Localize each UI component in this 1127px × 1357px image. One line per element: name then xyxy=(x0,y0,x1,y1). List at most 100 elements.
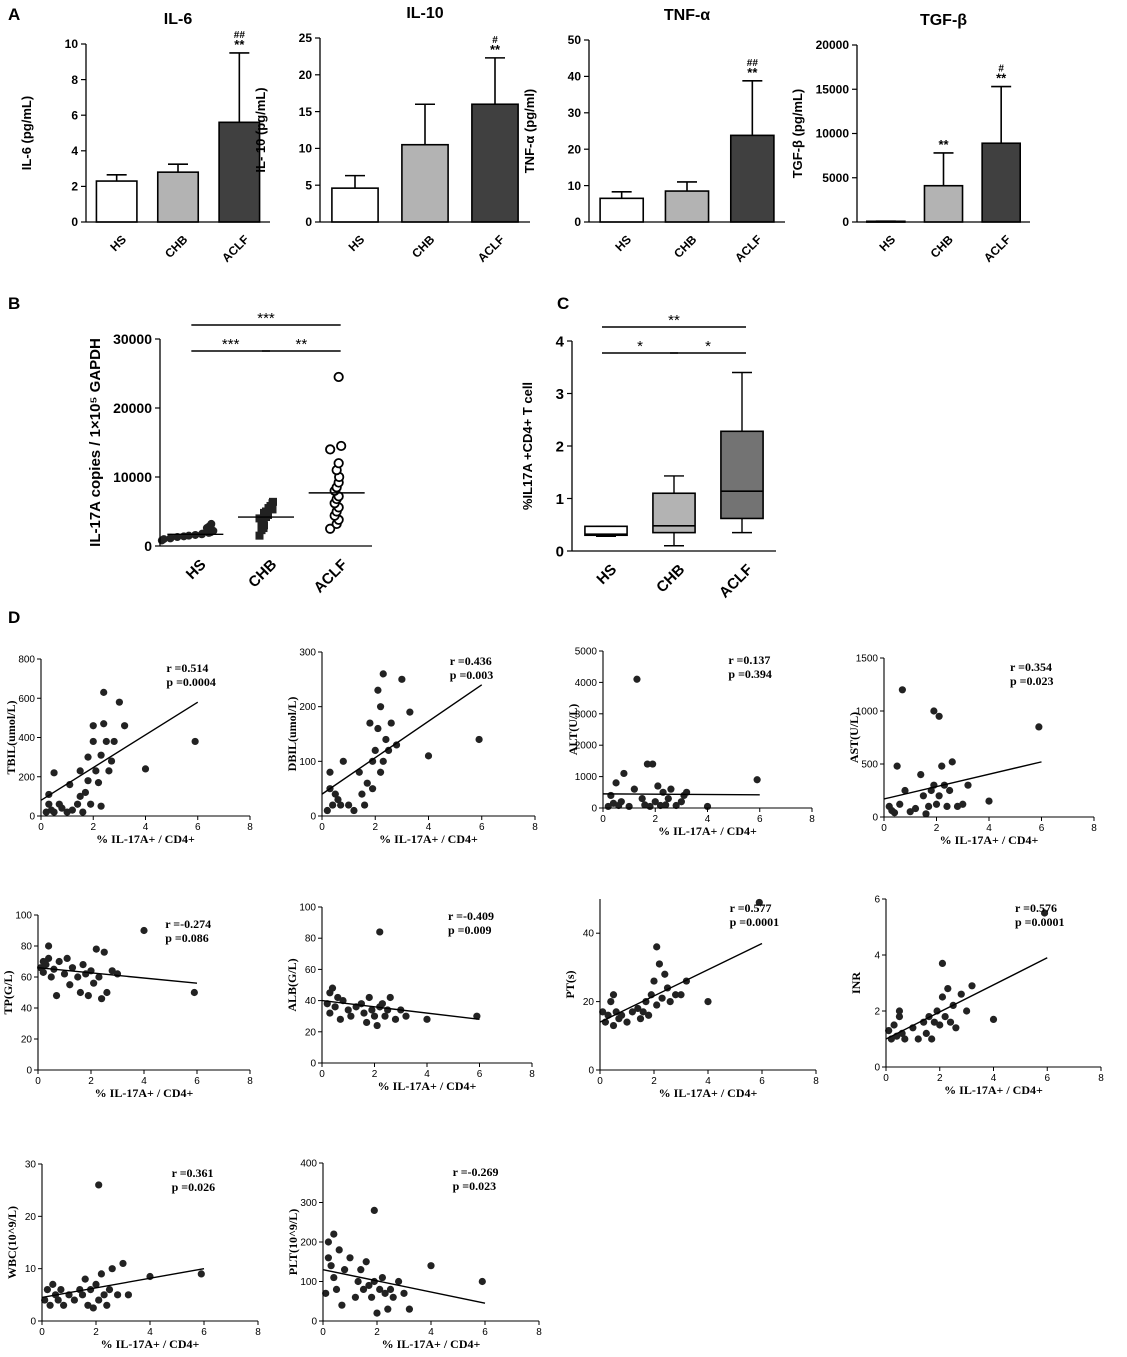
data-point xyxy=(366,719,374,727)
r-value: r =0.436 xyxy=(450,654,492,668)
y-tick-label: 1500 xyxy=(856,654,879,665)
y-axis-label: %IL17A +CD4+ T cell xyxy=(520,382,535,510)
y-tick-label: 500 xyxy=(861,760,878,771)
data-point xyxy=(330,1230,338,1238)
data-point xyxy=(326,1009,334,1017)
x-axis-label: % IL-17A+ / CD4+ xyxy=(944,1083,1043,1097)
data-point xyxy=(119,1259,127,1268)
data-point xyxy=(906,808,914,816)
x-tick-label: ACLF xyxy=(716,561,756,601)
data-point xyxy=(957,990,965,998)
y-tick-label: 800 xyxy=(18,655,35,666)
y-tick-label: 1 xyxy=(556,491,564,508)
data-point xyxy=(662,801,670,809)
data-point xyxy=(140,926,148,935)
data-point xyxy=(368,785,377,793)
x-axis-label: % IL-17A+ / CD4+ xyxy=(96,832,195,846)
data-point xyxy=(323,806,331,815)
data-point xyxy=(324,1254,332,1262)
y-tick-label: 0 xyxy=(842,215,849,229)
y-tick-label: 300 xyxy=(300,1198,317,1209)
data-point xyxy=(63,954,71,963)
p-value: p =0.023 xyxy=(1010,674,1054,688)
x-axis-label: % IL-17A+ / CD4+ xyxy=(659,1086,758,1100)
data-point xyxy=(653,943,661,951)
data-point xyxy=(609,1021,618,1030)
data-point xyxy=(643,760,652,768)
y-tick-label: 40 xyxy=(568,70,582,84)
significance-mark: * xyxy=(637,338,643,355)
data-point xyxy=(943,802,951,811)
y-tick-label: 10 xyxy=(65,37,79,51)
x-tick-label: CHB xyxy=(245,556,280,591)
data-point xyxy=(896,800,904,808)
data-point xyxy=(190,988,198,997)
x-tick-label: ACLF xyxy=(732,232,765,265)
data-point xyxy=(110,737,118,746)
y-tick-label: 5000 xyxy=(575,647,598,658)
data-point xyxy=(893,762,901,770)
data-point xyxy=(373,1021,381,1030)
x-tick-label: 6 xyxy=(479,822,485,833)
x-tick-label: ACLF xyxy=(219,232,252,265)
y-tick-label: 30000 xyxy=(113,331,152,347)
data-point xyxy=(654,782,662,790)
data-point xyxy=(381,1289,389,1297)
data-point xyxy=(922,1029,930,1037)
data-point xyxy=(45,800,53,808)
r-value: r =-0.409 xyxy=(448,909,494,923)
x-tick-label: 0 xyxy=(39,1327,45,1338)
y-tick-label: 20 xyxy=(305,1027,317,1038)
y-tick-label: 60 xyxy=(305,965,317,976)
x-tick-label: HS xyxy=(346,232,368,254)
x-tick-label: 4 xyxy=(426,822,432,833)
data-point xyxy=(115,698,123,706)
regression-line xyxy=(37,967,198,984)
data-point xyxy=(424,752,433,760)
data-point xyxy=(374,686,382,694)
data-point xyxy=(672,801,680,810)
data-point xyxy=(70,1296,78,1304)
data-point xyxy=(387,719,395,727)
data-point xyxy=(638,794,646,803)
bar-chb xyxy=(923,184,964,223)
p-value: p =0.026 xyxy=(172,1180,216,1194)
x-tick-label: 6 xyxy=(759,1076,765,1087)
x-tick-label: 2 xyxy=(90,822,96,833)
data-point xyxy=(901,1035,909,1043)
y-tick-label: 600 xyxy=(18,694,35,705)
data-point xyxy=(371,746,379,755)
data-point xyxy=(677,798,685,806)
data-point xyxy=(114,1291,122,1299)
data-point xyxy=(667,785,675,793)
data-point xyxy=(653,1001,661,1009)
data-point xyxy=(345,801,353,809)
significance-mark: ## xyxy=(234,30,246,41)
data-point xyxy=(625,802,633,811)
data-point xyxy=(617,798,625,806)
p-value: p =0.003 xyxy=(450,668,494,682)
y-tick-label: 20 xyxy=(299,68,313,82)
significance-mark: ** xyxy=(668,312,680,329)
r-value: r =0.354 xyxy=(1010,660,1052,674)
p-value: p =0.023 xyxy=(453,1179,497,1193)
data-point xyxy=(932,800,941,808)
y-tick-label: 5000 xyxy=(822,171,849,185)
data-point xyxy=(100,1291,108,1299)
significance-mark: *** xyxy=(222,336,240,353)
data-point xyxy=(351,1293,359,1301)
significance-mark: ** xyxy=(234,37,245,52)
data-point xyxy=(325,523,336,534)
y-tick-label: 2 xyxy=(874,1007,880,1018)
data-point xyxy=(330,1273,338,1282)
data-point xyxy=(84,753,92,761)
data-point xyxy=(911,804,920,813)
x-tick-label: 4 xyxy=(141,1076,147,1087)
data-point xyxy=(620,769,628,778)
data-point xyxy=(328,984,337,992)
x-tick-label: 6 xyxy=(201,1327,207,1338)
x-tick-label: 8 xyxy=(247,1076,253,1087)
data-point xyxy=(963,1007,971,1015)
